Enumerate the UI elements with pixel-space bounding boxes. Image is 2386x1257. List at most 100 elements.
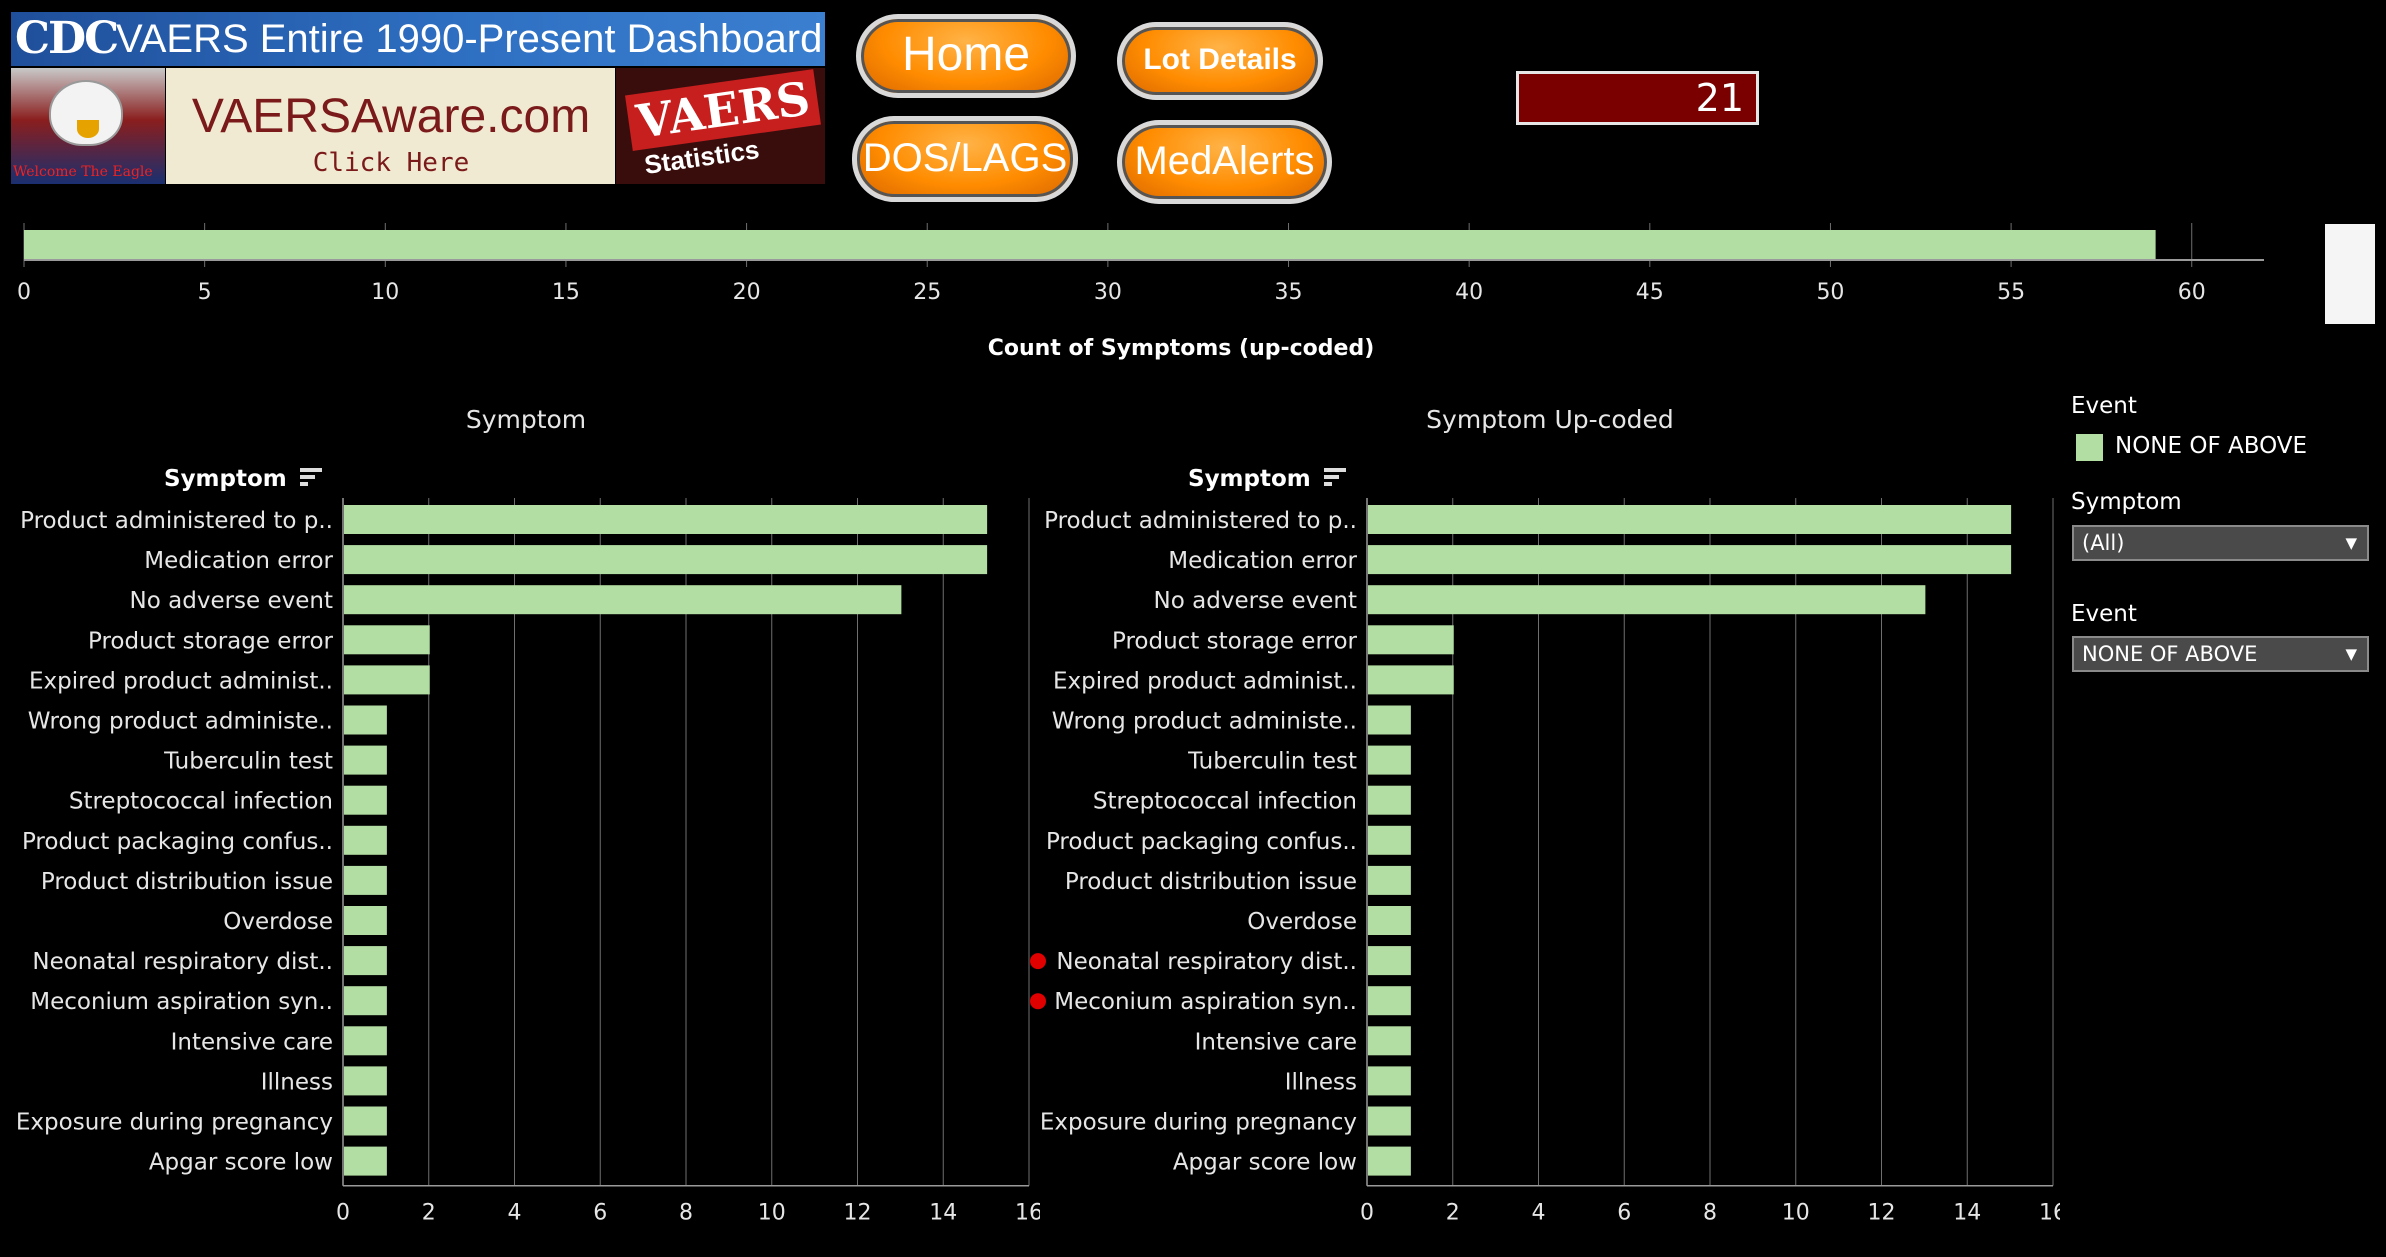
- x-axis-title: Count of Symptoms (up-coded): [988, 336, 1375, 361]
- event-filter-dropdown[interactable]: NONE OF ABOVE ▼: [2072, 636, 2369, 672]
- vaersaware-title: VAERSAware.com: [191, 90, 591, 143]
- bar: [344, 705, 387, 735]
- dashboard-title: VAERS Entire 1990-Present Dashboard: [116, 17, 823, 61]
- category-label: Wrong product administe..: [1052, 709, 1357, 735]
- sort-icon[interactable]: [299, 466, 323, 488]
- symptom-filter-dropdown[interactable]: (All) ▼: [2072, 525, 2369, 561]
- vaers-statistics-logo[interactable]: VAERS Statistics: [616, 68, 825, 184]
- bar: [344, 825, 387, 855]
- symptom-upcoded-column-header[interactable]: Symptom: [1188, 466, 1347, 492]
- chevron-down-icon: ▼: [2345, 645, 2357, 663]
- category-label: Apgar score low: [149, 1150, 333, 1176]
- x-tick-label: 15: [552, 280, 580, 305]
- x-tick-label: 10: [371, 280, 399, 305]
- legend-swatch[interactable]: [2076, 434, 2103, 461]
- symptom-bar-chart: 0 2 4 6 8 10 12 14 16 Product administered to p..…: [16, 498, 1040, 1226]
- symptom-panel-title: Symptom: [465, 405, 587, 434]
- category-label: Streptococcal infection: [69, 789, 333, 815]
- category-label: Apgar score low: [1173, 1150, 1357, 1176]
- category-label: Illness: [261, 1069, 333, 1095]
- category-label: Tuberculin test: [1187, 749, 1357, 775]
- category-label: Product administered to p..: [20, 508, 333, 534]
- lot-details-button[interactable]: Lot Details: [1117, 22, 1323, 100]
- symptom-column-header[interactable]: Symptom: [164, 466, 323, 492]
- category-label: Product storage error: [88, 628, 334, 654]
- x-tick-label: 60: [2178, 280, 2206, 305]
- symptom-upcoded-column-header-label: Symptom: [1188, 466, 1311, 492]
- category-label: Product storage error: [1112, 628, 1358, 654]
- sort-icon[interactable]: [1323, 466, 1347, 488]
- x-tick-label: 40: [1455, 280, 1483, 305]
- bar: [344, 1146, 387, 1176]
- x-tick-label: 10: [1782, 1201, 1810, 1226]
- cdc-banner[interactable]: CDC VAERS Entire 1990-Present Dashboard: [11, 12, 825, 66]
- x-tick-label: 20: [733, 280, 761, 305]
- x-tick-label: 16: [2039, 1201, 2060, 1226]
- symptom-filter-value: (All): [2082, 531, 2125, 555]
- bar: [344, 986, 387, 1016]
- bar: [1368, 705, 1411, 735]
- legend-item-label[interactable]: NONE OF ABOVE: [2115, 433, 2308, 459]
- medalerts-button[interactable]: MedAlerts: [1117, 120, 1332, 204]
- bar: [1368, 505, 2012, 534]
- bar: [344, 946, 387, 976]
- bar: [1368, 986, 1411, 1016]
- highlight-marker: [1030, 993, 1046, 1010]
- bar: [344, 1106, 387, 1136]
- category-label: Intensive care: [1195, 1029, 1357, 1055]
- x-tick-label: 14: [929, 1201, 957, 1226]
- category-label: Meconium aspiration syn..: [30, 989, 333, 1015]
- x-tick-label: 12: [844, 1201, 872, 1226]
- category-label: Wrong product administe..: [28, 709, 333, 735]
- category-label: Product packaging confus..: [1046, 829, 1357, 855]
- bar: [344, 505, 988, 534]
- summary-bar: [24, 230, 2156, 260]
- x-tick-label: 10: [758, 1201, 786, 1226]
- bar: [344, 625, 430, 655]
- x-tick-label: 2: [1446, 1201, 1460, 1226]
- highlight-marker: [1030, 953, 1046, 970]
- category-label: Intensive care: [171, 1029, 333, 1055]
- x-tick-label: 25: [913, 280, 941, 305]
- record-count-display: 21: [1516, 71, 1759, 125]
- cdc-logo: CDC: [15, 13, 119, 64]
- bar: [1368, 865, 1411, 895]
- bar: [1368, 946, 1411, 976]
- bar: [1368, 545, 2012, 575]
- home-button[interactable]: Home: [856, 14, 1076, 98]
- category-label: Medication error: [1168, 548, 1357, 574]
- vaersaware-link[interactable]: VAERSAware.com Click Here: [166, 68, 615, 184]
- x-tick-label: 50: [1816, 280, 1844, 305]
- x-tick-label: 0: [17, 280, 31, 305]
- symptom-upcoded-bar-chart: 0 2 4 6 8 10 12 14 16 Product administered to p..…: [1030, 498, 2060, 1226]
- bar: [1368, 1146, 1411, 1176]
- category-label: Product distribution issue: [1065, 869, 1357, 895]
- scroll-tab[interactable]: [2325, 224, 2375, 324]
- symptom-upcoded-panel-title: Symptom Up-coded: [1426, 405, 1674, 434]
- bar: [1368, 1066, 1411, 1096]
- category-label: Product distribution issue: [41, 869, 333, 895]
- bar: [344, 865, 387, 895]
- category-label: Product packaging confus..: [22, 829, 333, 855]
- dos-lags-button[interactable]: DOS/LAGS: [852, 116, 1078, 202]
- bar: [1368, 625, 1454, 655]
- bar: [344, 1066, 387, 1096]
- x-tick-label: 55: [1997, 280, 2025, 305]
- category-label: Meconium aspiration syn..: [1054, 989, 1357, 1015]
- category-label: No adverse event: [1154, 588, 1357, 614]
- x-tick-label: 0: [1360, 1201, 1374, 1226]
- bar: [1368, 665, 1454, 695]
- category-label: Expired product administ..: [1053, 668, 1357, 694]
- bar: [1368, 745, 1411, 775]
- bar: [344, 906, 387, 935]
- bar: [344, 585, 902, 615]
- x-tick-label: 6: [593, 1201, 607, 1226]
- bar: [1368, 1106, 1411, 1136]
- x-tick-label: 2: [422, 1201, 436, 1226]
- eagle-beak-shape: [77, 120, 99, 138]
- category-label: Medication error: [144, 548, 333, 574]
- eagle-image[interactable]: Welcome The Eagle: [11, 68, 165, 184]
- count-of-symptoms-chart: 0 5 10 15 20 25 30 35 40 45 50 55 60 Count of Symptom…: [17, 223, 2264, 361]
- x-tick-label: 8: [679, 1201, 693, 1226]
- x-tick-label: 45: [1636, 280, 1664, 305]
